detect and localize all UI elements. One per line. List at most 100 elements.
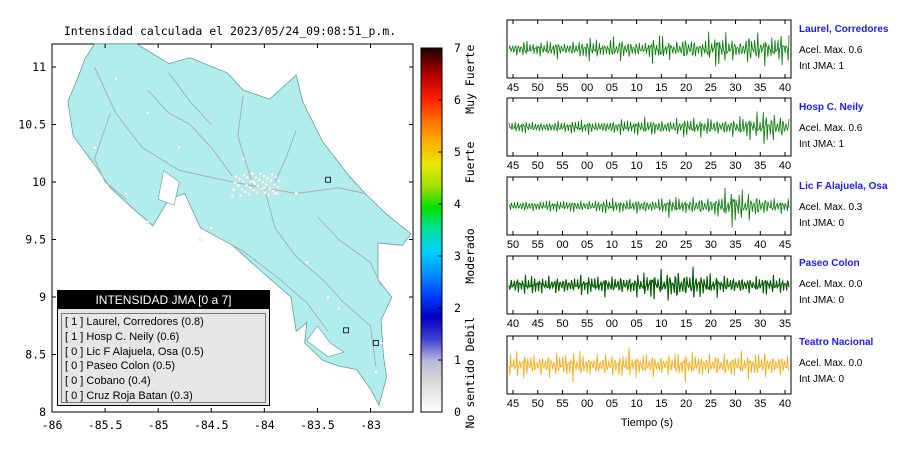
station-point bbox=[277, 178, 281, 183]
road-network bbox=[94, 66, 382, 367]
trace-tick-label: 50 bbox=[507, 239, 519, 251]
trace-tick-label: 35 bbox=[729, 239, 741, 251]
trace-tick-label: 00 bbox=[581, 160, 593, 172]
trace-tick-label: 50 bbox=[532, 398, 544, 410]
trace-tick-label: 35 bbox=[754, 82, 766, 94]
trace-acel: Acel. Max. 0.3 bbox=[799, 202, 863, 213]
trace-tick-label: 55 bbox=[532, 239, 544, 251]
x-tick-label: -84.5 bbox=[194, 418, 229, 432]
legend-item: [ 1 ] Hosp C. Neily (0.6) bbox=[65, 330, 180, 343]
station-point bbox=[271, 189, 275, 193]
station-point bbox=[113, 76, 118, 81]
colorbar-ticks: 7 6 5 4 3 2 1 0 bbox=[438, 41, 461, 419]
trace-tick-label: 30 bbox=[729, 398, 741, 410]
map-title: Intensidad calculada el 2023/05/24_09:08… bbox=[64, 24, 396, 38]
trace-tick-label: 55 bbox=[581, 318, 593, 330]
station-point bbox=[236, 183, 241, 188]
station-point bbox=[248, 186, 252, 190]
colorbar-tick-label: 2 bbox=[454, 301, 461, 315]
colorbar-tick-label: 7 bbox=[454, 41, 461, 55]
trace-tick-label: 40 bbox=[779, 82, 791, 94]
station-marker bbox=[372, 340, 379, 346]
trace-tick-label: 05 bbox=[606, 82, 618, 94]
colorbar-level-label: Fuerte bbox=[463, 142, 477, 184]
road-line bbox=[274, 130, 297, 183]
legend-item: [ 1 ] Laurel, Corredores (0.8) bbox=[65, 316, 204, 328]
station-point bbox=[255, 190, 259, 195]
trace-tick-label: 40 bbox=[779, 160, 791, 172]
station-point bbox=[269, 178, 273, 183]
trace-tick-label: 00 bbox=[581, 82, 593, 94]
station-point bbox=[241, 179, 245, 184]
trace-jma: Int JMA: 0 bbox=[799, 374, 845, 385]
trace-tick-label: 35 bbox=[779, 318, 791, 330]
trace-acel: Acel. Max. 0.0 bbox=[799, 279, 863, 290]
trace-station-name: Paseo Colon bbox=[799, 258, 860, 269]
colorbar-tick-label: 0 bbox=[454, 405, 461, 419]
trace-tick-label: 20 bbox=[680, 160, 692, 172]
trace-tick-label: 45 bbox=[779, 239, 791, 251]
golfo-nicoya bbox=[157, 169, 180, 206]
seismogram-traces: 45 50 55 00 05 10 15 20 25 30 35 40 45 50 55 00 05 10 15 20… bbox=[506, 19, 792, 410]
trace-tick-label: 20 bbox=[680, 82, 692, 94]
y-tick-label: 8 bbox=[39, 405, 46, 419]
station-point bbox=[92, 145, 97, 150]
trace-waveform bbox=[508, 266, 790, 301]
colorbar-level-label: Muy Fuerte bbox=[463, 45, 477, 114]
station-point bbox=[263, 190, 267, 195]
colorbar-tick-label: 4 bbox=[454, 197, 461, 211]
trace-tick-label: 05 bbox=[606, 398, 618, 410]
trace-waveform bbox=[508, 187, 790, 228]
trace-tick-label: 50 bbox=[556, 318, 568, 330]
costa-rica-landmass bbox=[67, 43, 412, 407]
time-axis-label: Tiempo (s) bbox=[621, 417, 673, 429]
y-tick-label: 8.5 bbox=[25, 348, 46, 362]
road-line bbox=[200, 227, 329, 332]
seismogram-trace: 45 50 55 00 05 10 15 20 25 30 35 40 bbox=[506, 19, 792, 94]
station-points bbox=[92, 76, 383, 409]
trace-tick-label: 55 bbox=[556, 398, 568, 410]
trace-tick-label: 05 bbox=[631, 318, 643, 330]
station-point bbox=[247, 192, 251, 196]
station-point bbox=[124, 191, 129, 196]
legend-title: INTENSIDAD JMA [0 a 7] bbox=[58, 291, 269, 309]
trace-waveform bbox=[508, 347, 790, 383]
station-point bbox=[237, 177, 242, 181]
station-point bbox=[264, 182, 268, 187]
land-polygon bbox=[67, 43, 412, 407]
station-point bbox=[275, 191, 279, 196]
trace-jma: Int JMA: 0 bbox=[799, 295, 845, 306]
station-point bbox=[250, 171, 255, 176]
station-point bbox=[266, 193, 271, 197]
trace-tick-label: 20 bbox=[680, 398, 692, 410]
trace-frame bbox=[506, 335, 792, 395]
trace-acel: Acel. Max. 0.0 bbox=[799, 358, 863, 369]
colorbar-level-label: No sentido bbox=[463, 359, 477, 428]
map-y-axis: 11 10.5 10 9.5 9 8.5 8 bbox=[18, 60, 413, 419]
station-point bbox=[379, 341, 383, 345]
trace-tick-label: 10 bbox=[606, 239, 618, 251]
trace-waveform bbox=[508, 31, 790, 67]
station-point bbox=[145, 220, 150, 225]
trace-tick-label: 30 bbox=[705, 239, 717, 251]
station-point bbox=[270, 172, 274, 177]
colorbar-level-label: Debil bbox=[463, 317, 477, 352]
station-point bbox=[234, 175, 238, 179]
trace-tick-label: 55 bbox=[556, 82, 568, 94]
intensity-colorbar bbox=[420, 47, 443, 413]
x-tick-label: -83 bbox=[360, 418, 381, 432]
station-point bbox=[336, 306, 341, 311]
station-point bbox=[238, 194, 243, 198]
trace-tick-label: 30 bbox=[754, 318, 766, 330]
trace-tick-label: 15 bbox=[655, 398, 667, 410]
station-point bbox=[198, 237, 203, 242]
station-marker bbox=[343, 327, 350, 334]
trace-label-group: Hosp C. Neily Acel. Max. 0.6 Int JMA: 1 bbox=[799, 102, 863, 150]
trace-jma: Int JMA: 1 bbox=[799, 61, 845, 72]
trace-tick-label: 00 bbox=[581, 398, 593, 410]
golfo-dulce bbox=[306, 325, 345, 358]
station-point bbox=[276, 185, 280, 189]
trace-acel: Acel. Max. 0.6 bbox=[799, 123, 863, 134]
road-line bbox=[147, 89, 191, 125]
colorbar-labels: Muy Fuerte Fuerte Moderado Debil No sentido bbox=[463, 45, 477, 429]
